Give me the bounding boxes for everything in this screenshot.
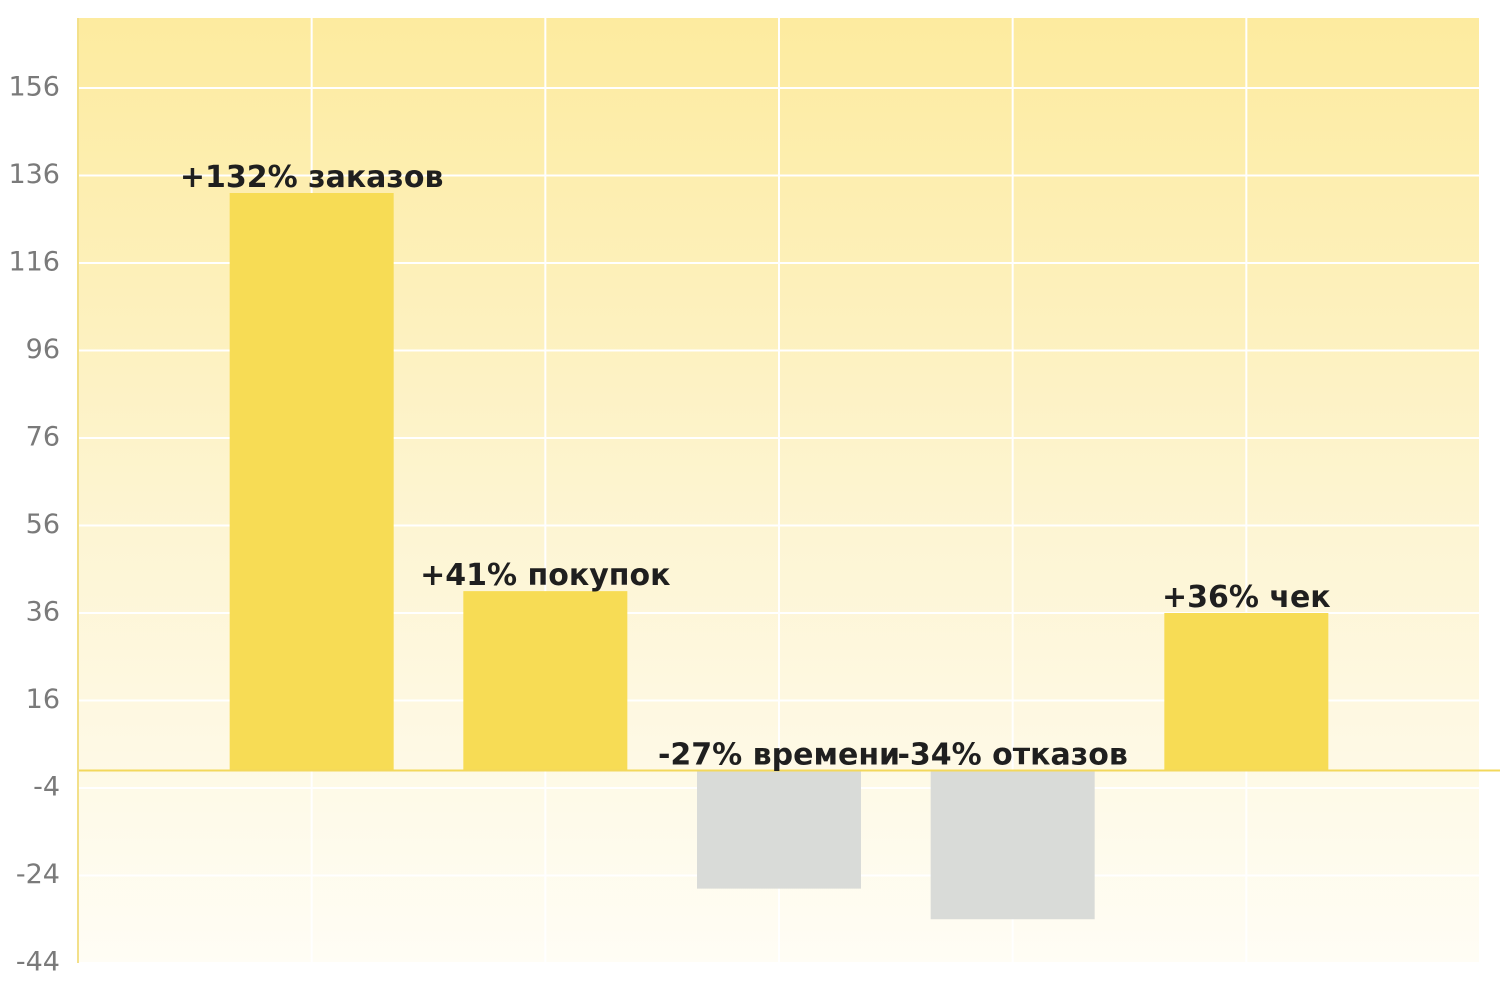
bar: [697, 770, 861, 889]
bar: [229, 193, 394, 771]
y-tick-label: 136: [8, 159, 60, 190]
bar: [930, 770, 1095, 920]
y-tick-label: 76: [26, 422, 60, 453]
bar: [1164, 613, 1329, 771]
data-label: -34% отказов: [897, 738, 1127, 773]
bar: [463, 591, 628, 771]
y-tick-label: 96: [26, 334, 60, 365]
y-tick-label: 56: [26, 509, 60, 540]
y-tick-label: 156: [8, 72, 60, 103]
y-tick-label: 116: [8, 247, 60, 278]
y-tick-label: -4: [33, 772, 60, 803]
y-tick-label: -24: [16, 859, 60, 890]
y-tick-label: -44: [16, 947, 60, 978]
data-label: +132% заказов: [180, 160, 444, 195]
data-label: +41% покупок: [420, 558, 670, 593]
data-label: -27% времени: [658, 738, 900, 773]
y-tick-label: 16: [26, 684, 60, 715]
data-label: +36% чек: [1162, 580, 1331, 615]
y-tick-label: 36: [26, 597, 60, 628]
